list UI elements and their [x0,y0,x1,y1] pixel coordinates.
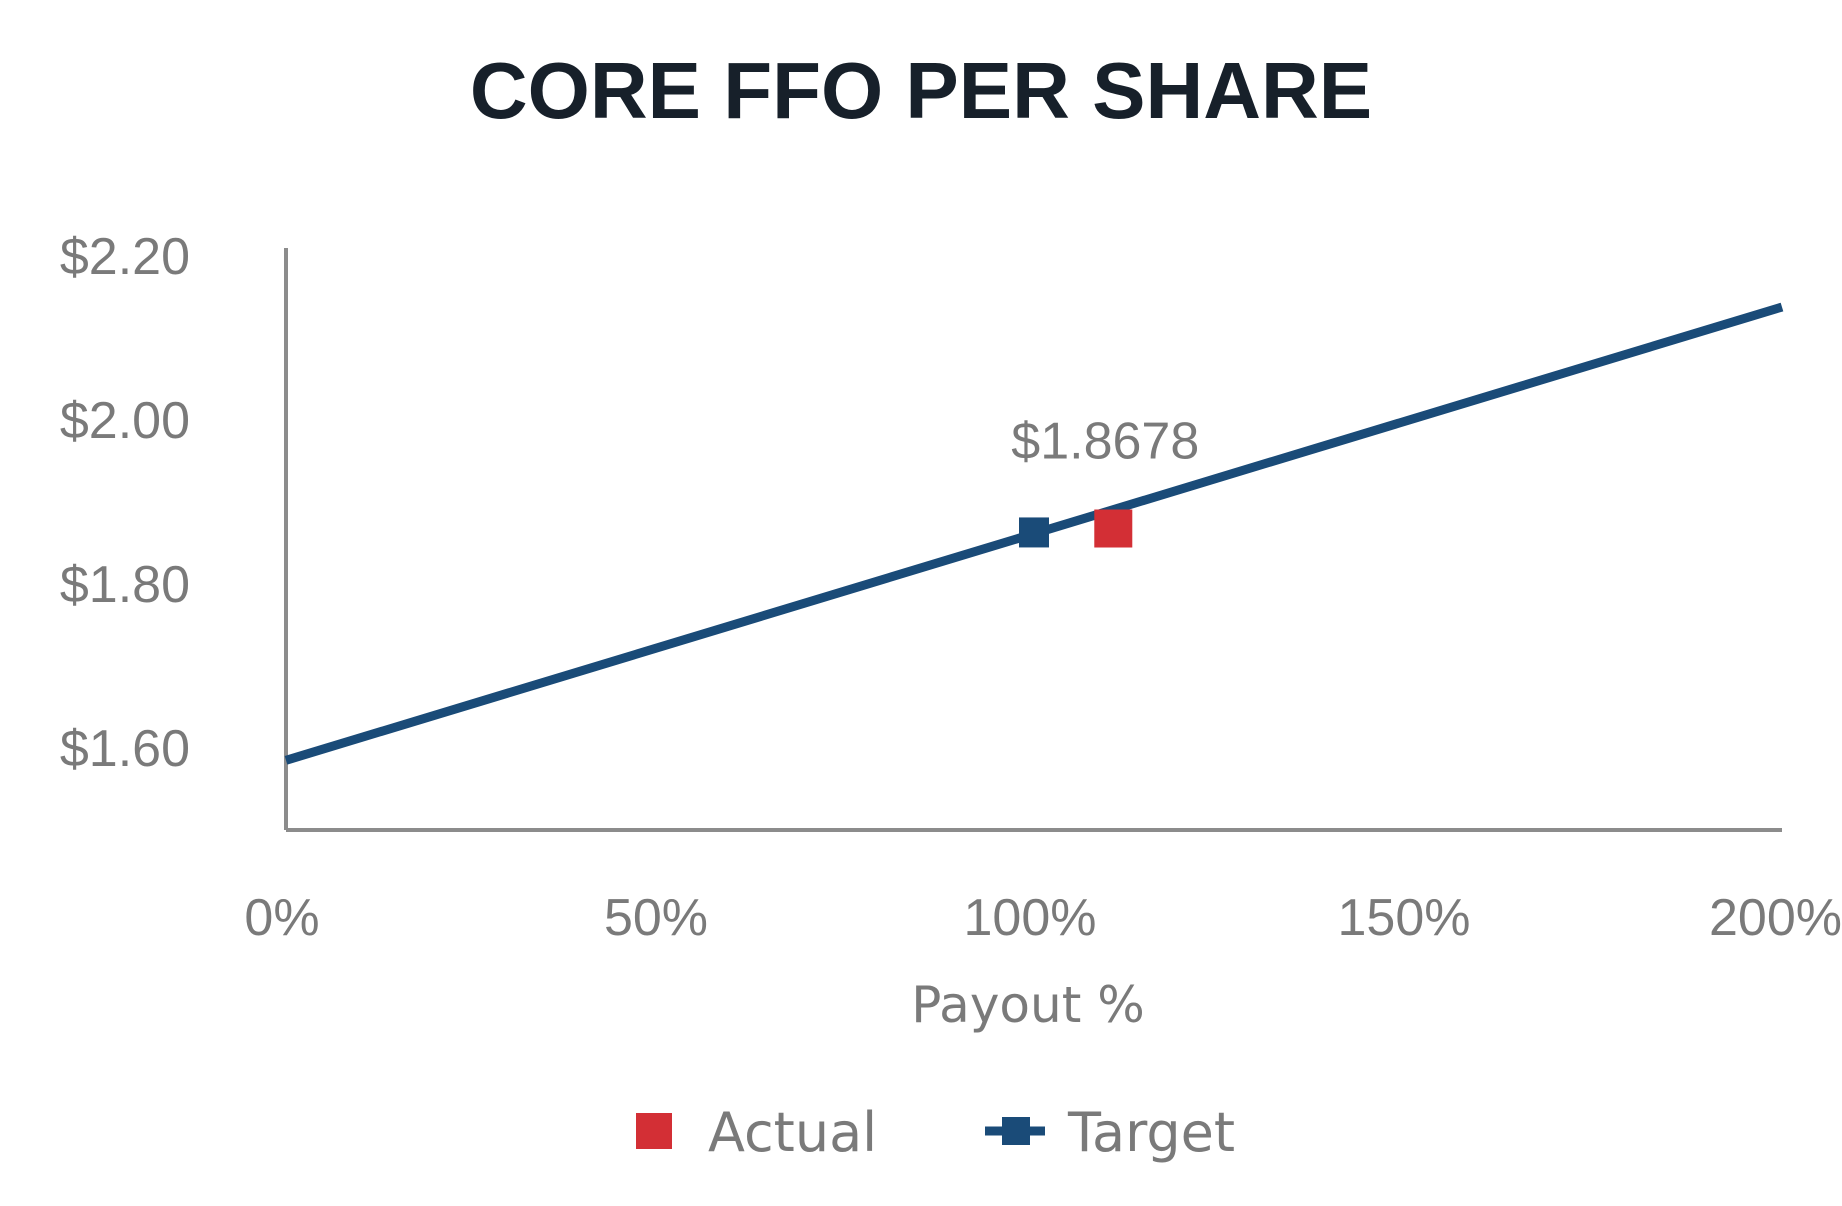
x-axis-title: Payout % [911,976,1144,1034]
legend-target-swatch [1002,1117,1030,1145]
y-tick-label: $1.80 [60,556,190,614]
actual-point-marker [1094,509,1133,548]
x-tick-label: 0% [244,889,319,947]
y-tick-label: $1.60 [60,720,190,778]
x-tick-label: 100% [964,889,1097,947]
chart-title: CORE FFO PER SHARE [470,46,1372,135]
x-axis-ticks: 0% 50% 100% 150% 200% [244,889,1842,947]
y-tick-label: $2.20 [60,228,190,286]
x-tick-label: 200% [1709,889,1842,947]
x-tick-label: 150% [1338,889,1471,947]
y-tick-label: $2.00 [60,392,190,450]
series-layer: $1.8678 [284,302,1784,765]
actual-data-label: $1.8678 [1011,413,1199,471]
legend-actual-swatch [636,1113,672,1149]
y-axis-ticks: $1.60 $1.80 $2.00 $2.20 [60,228,190,778]
legend: Actual Target [636,1101,1235,1164]
legend-actual-label: Actual [708,1101,877,1164]
target-point-marker [1019,517,1049,548]
x-tick-label: 50% [604,889,708,947]
legend-target-label: Target [1067,1101,1235,1164]
